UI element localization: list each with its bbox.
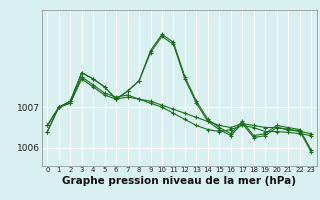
X-axis label: Graphe pression niveau de la mer (hPa): Graphe pression niveau de la mer (hPa) (62, 176, 296, 186)
